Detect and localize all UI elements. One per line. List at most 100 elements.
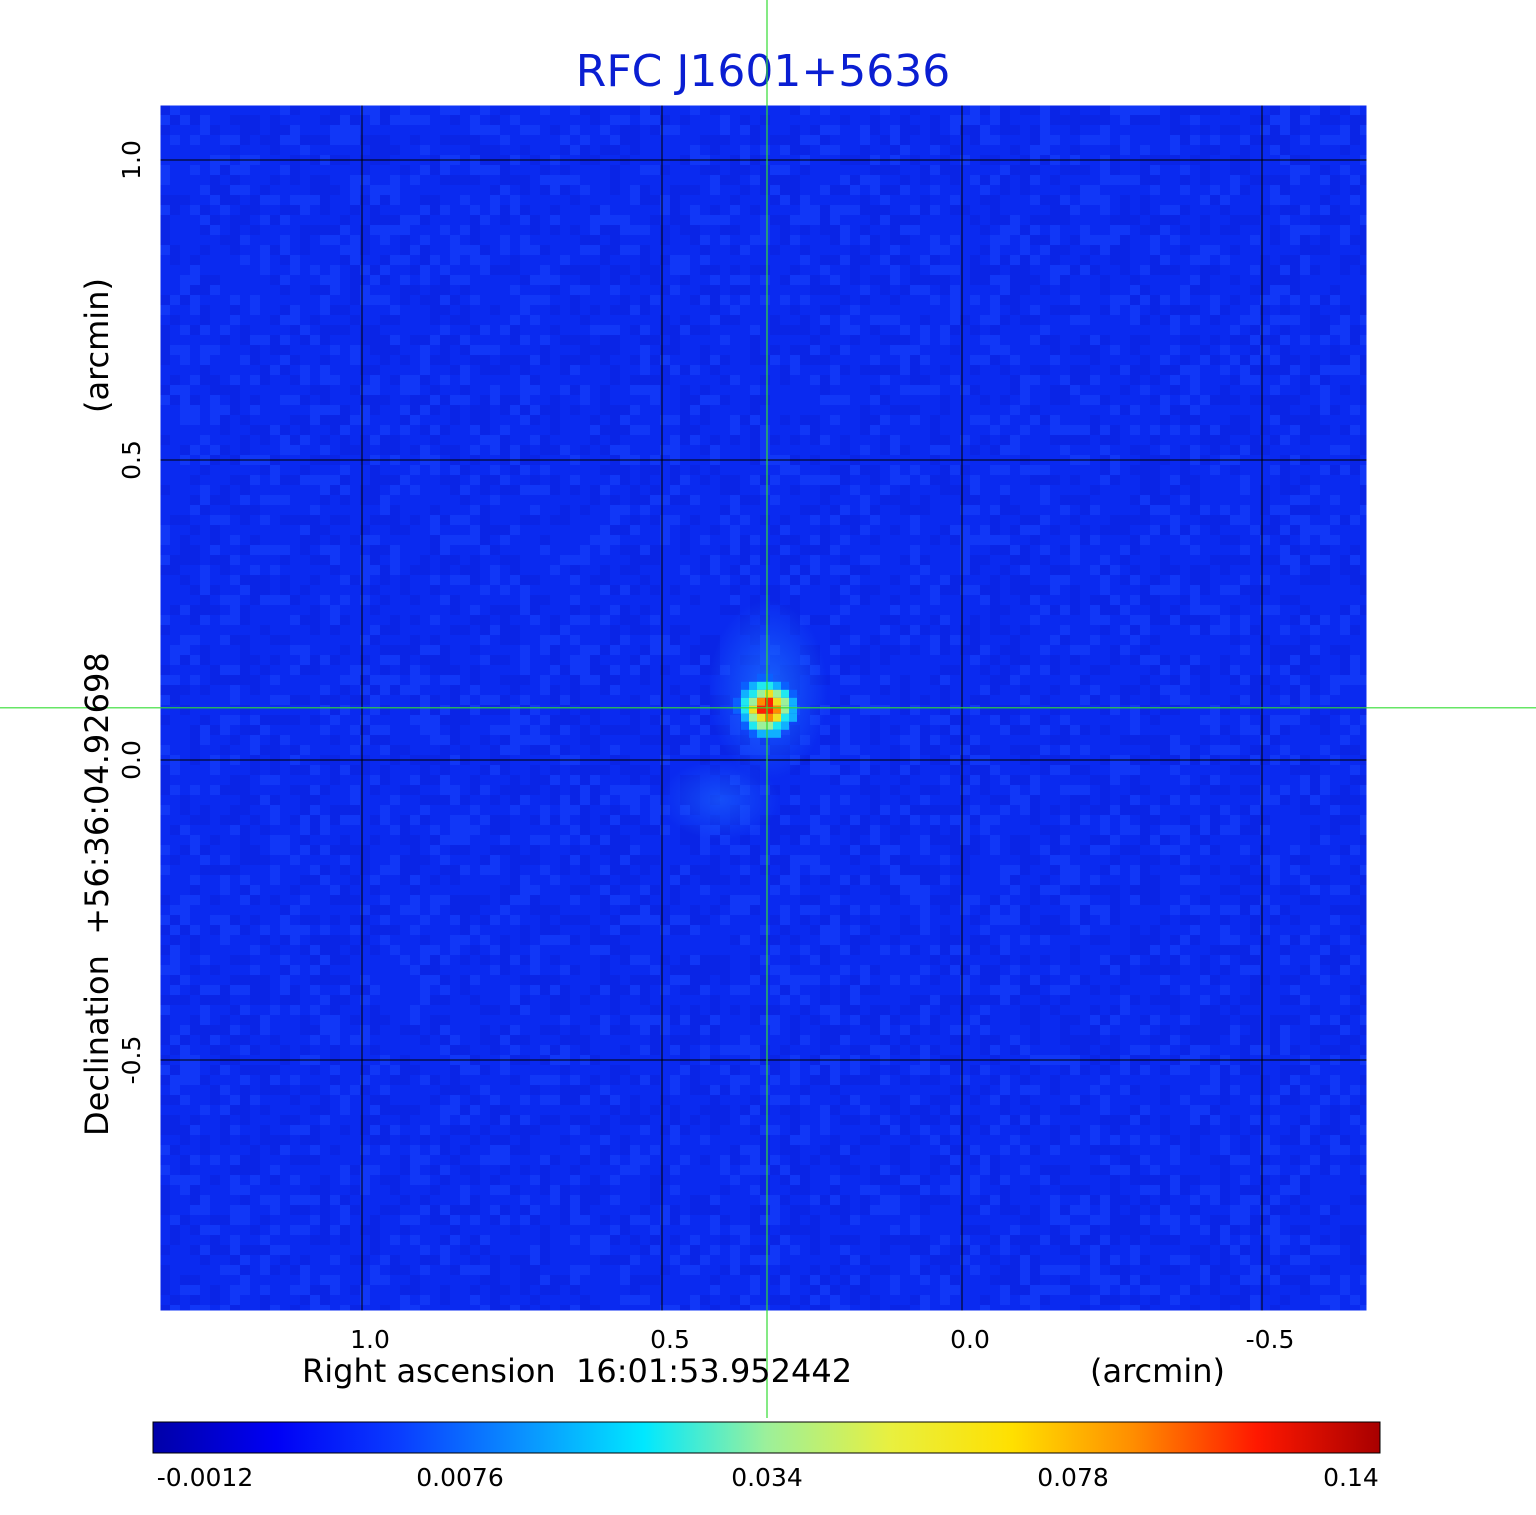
noise-cell bbox=[430, 575, 440, 585]
noise-cell bbox=[1000, 485, 1010, 495]
noise-cell bbox=[760, 955, 770, 965]
noise-cell bbox=[580, 105, 590, 115]
noise-cell bbox=[480, 585, 490, 595]
noise-cell bbox=[380, 255, 390, 265]
noise-cell bbox=[700, 725, 710, 735]
noise-cell bbox=[1210, 445, 1220, 455]
noise-cell bbox=[1260, 345, 1270, 355]
noise-cell bbox=[350, 345, 360, 355]
noise-cell bbox=[1330, 205, 1340, 215]
noise-cell bbox=[240, 325, 250, 335]
noise-cell bbox=[500, 945, 510, 955]
noise-cell bbox=[1020, 385, 1030, 395]
noise-cell bbox=[390, 215, 400, 225]
noise-cell bbox=[1220, 625, 1230, 635]
noise-cell bbox=[1170, 405, 1180, 415]
noise-cell bbox=[630, 615, 640, 625]
noise-cell bbox=[1050, 135, 1060, 145]
noise-cell bbox=[1060, 745, 1070, 755]
noise-cell bbox=[280, 965, 290, 975]
noise-cell bbox=[730, 535, 740, 545]
noise-cell bbox=[1110, 515, 1120, 525]
noise-cell bbox=[1350, 135, 1360, 145]
noise-cell bbox=[1300, 705, 1310, 715]
noise-cell bbox=[740, 875, 750, 885]
noise-cell bbox=[1220, 565, 1230, 575]
noise-cell bbox=[1000, 105, 1010, 115]
noise-cell bbox=[310, 555, 320, 565]
noise-cell bbox=[180, 605, 190, 615]
noise-cell bbox=[1190, 415, 1200, 425]
noise-cell bbox=[910, 365, 920, 375]
noise-cell bbox=[540, 745, 550, 755]
noise-cell bbox=[1050, 845, 1060, 855]
noise-cell bbox=[1110, 605, 1120, 615]
noise-cell bbox=[350, 385, 360, 395]
noise-cell bbox=[430, 535, 440, 545]
noise-cell bbox=[1270, 905, 1280, 915]
noise-cell bbox=[1090, 505, 1100, 515]
noise-cell bbox=[360, 325, 370, 335]
noise-cell bbox=[230, 315, 240, 325]
noise-cell bbox=[1150, 215, 1160, 225]
noise-cell bbox=[300, 535, 310, 545]
noise-cell bbox=[910, 405, 920, 415]
noise-cell bbox=[280, 845, 290, 855]
noise-cell bbox=[820, 475, 830, 485]
noise-cell bbox=[500, 705, 510, 715]
noise-cell bbox=[950, 665, 960, 675]
noise-cell bbox=[850, 945, 860, 955]
noise-cell bbox=[690, 645, 700, 655]
noise-cell bbox=[1220, 585, 1230, 595]
noise-cell bbox=[1350, 675, 1360, 685]
noise-cell bbox=[410, 375, 420, 385]
noise-cell bbox=[470, 775, 480, 785]
noise-cell bbox=[1210, 785, 1220, 795]
noise-cell bbox=[640, 495, 650, 505]
noise-cell bbox=[900, 805, 910, 815]
noise-cell bbox=[680, 315, 690, 325]
noise-cell bbox=[200, 955, 210, 965]
noise-cell bbox=[1330, 405, 1340, 415]
noise-cell bbox=[420, 405, 430, 415]
noise-cell bbox=[640, 385, 650, 395]
noise-cell bbox=[1150, 895, 1160, 905]
noise-cell bbox=[370, 275, 380, 285]
noise-cell bbox=[930, 645, 940, 655]
noise-cell bbox=[1340, 265, 1350, 275]
noise-cell bbox=[1050, 605, 1060, 615]
noise-cell bbox=[1200, 265, 1210, 275]
noise-cell bbox=[780, 145, 790, 155]
noise-cell bbox=[1170, 425, 1180, 435]
noise-cell bbox=[1110, 365, 1120, 375]
noise-cell bbox=[570, 635, 580, 645]
noise-cell bbox=[1010, 875, 1020, 885]
noise-cell bbox=[270, 835, 280, 845]
noise-cell bbox=[1340, 445, 1350, 455]
noise-cell bbox=[1290, 365, 1300, 375]
noise-cell bbox=[230, 605, 240, 615]
noise-cell bbox=[430, 735, 440, 745]
noise-cell bbox=[670, 735, 680, 745]
noise-cell bbox=[610, 525, 620, 535]
noise-cell bbox=[160, 685, 170, 695]
noise-cell bbox=[300, 665, 310, 675]
noise-cell bbox=[610, 945, 620, 955]
noise-cell bbox=[790, 265, 800, 275]
noise-cell bbox=[1280, 645, 1290, 655]
noise-cell bbox=[1150, 685, 1160, 695]
noise-cell bbox=[750, 855, 760, 865]
noise-cell bbox=[1060, 195, 1070, 205]
noise-cell bbox=[180, 445, 190, 455]
noise-cell bbox=[810, 955, 820, 965]
noise-cell bbox=[1240, 945, 1250, 955]
noise-cell bbox=[1090, 805, 1100, 815]
noise-cell bbox=[1320, 465, 1330, 475]
noise-cell bbox=[170, 935, 180, 945]
noise-cell bbox=[680, 875, 690, 885]
noise-cell bbox=[440, 205, 450, 215]
noise-cell bbox=[1090, 185, 1100, 195]
noise-cell bbox=[690, 205, 700, 215]
noise-cell bbox=[620, 135, 630, 145]
noise-cell bbox=[420, 795, 430, 805]
